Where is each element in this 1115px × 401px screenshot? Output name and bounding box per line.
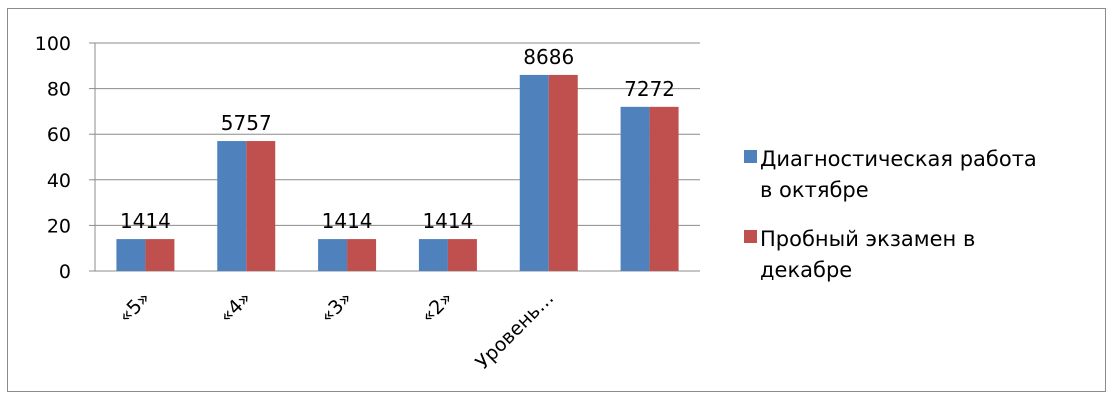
bar-december — [447, 239, 477, 271]
y-tick-label: 40 — [47, 170, 71, 192]
bar-october — [418, 239, 448, 271]
data-label: 8686 — [523, 45, 574, 69]
legend-swatch — [744, 230, 757, 243]
y-tick-label: 80 — [47, 79, 71, 101]
bar-december — [145, 239, 175, 271]
bar-december — [347, 239, 377, 271]
legend-label: Диагностическая работа — [760, 147, 1037, 171]
data-label: 5757 — [221, 111, 272, 135]
legend-label: Пробный экзамен в — [760, 227, 975, 251]
x-tick-label: «2» — [417, 287, 458, 328]
legend-label: декабре — [760, 258, 852, 282]
bar-december — [548, 74, 578, 271]
y-tick-label: 60 — [47, 124, 71, 146]
x-tick-label: «5» — [114, 287, 155, 328]
y-tick-label: 0 — [59, 261, 71, 283]
y-tick-label: 20 — [47, 215, 71, 237]
bar-october — [217, 141, 247, 271]
bar-december — [246, 141, 276, 271]
data-label: 1414 — [322, 209, 373, 233]
data-label: 1414 — [120, 209, 171, 233]
x-tick-label: «4» — [215, 287, 256, 328]
y-tick-label: 100 — [35, 33, 71, 55]
legend-swatch — [744, 150, 757, 163]
bar-december — [649, 106, 679, 271]
x-tick-label: «3» — [316, 287, 357, 328]
legend-label: в октябре — [760, 178, 869, 202]
bar-october — [116, 239, 146, 271]
bar-october — [620, 106, 650, 271]
bar-october — [519, 74, 549, 271]
data-label: 1414 — [422, 209, 473, 233]
data-label: 7272 — [624, 77, 675, 101]
bar-october — [318, 239, 348, 271]
x-tick-label: Уровень… — [471, 287, 558, 374]
